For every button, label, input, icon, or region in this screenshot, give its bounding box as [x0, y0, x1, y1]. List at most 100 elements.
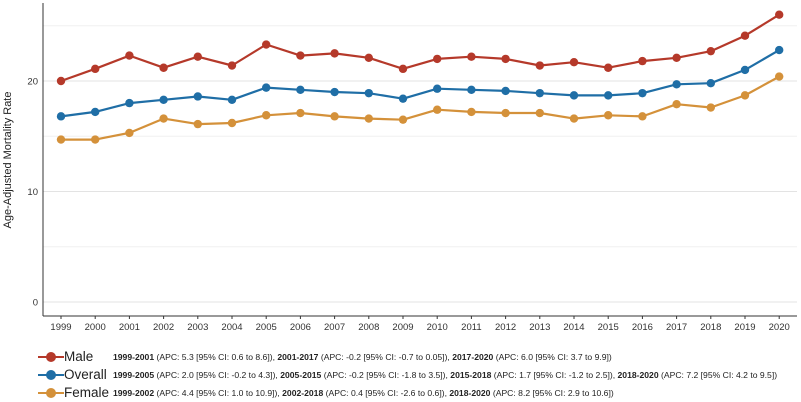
- y-tick-label: 20: [27, 77, 38, 88]
- female-data-point: [569, 114, 579, 123]
- legend-apc-female: 1999-2002 (APC: 4.4 [95% CI: 1.0 to 10.9…: [113, 388, 614, 398]
- x-tick-label: 2012: [495, 322, 516, 333]
- apc-period: 2018-2020: [617, 370, 659, 380]
- y-tick-label: 0: [33, 298, 38, 309]
- female-data-point: [467, 107, 476, 117]
- overall-data-point: [569, 91, 579, 100]
- male-data-point: [569, 58, 579, 67]
- overall-data-point: [501, 86, 510, 96]
- overall-data-point: [398, 94, 408, 103]
- apc-segment: 2015-2018 (APC: 1.7 [95% CI: -1.2 to 2.5…: [450, 370, 615, 380]
- y-tick-label: 10: [27, 187, 38, 198]
- x-tick-label: 2016: [632, 322, 653, 333]
- x-tick-label: 2020: [769, 322, 790, 333]
- male-data-point: [535, 61, 544, 70]
- overall-data-point: [535, 88, 544, 98]
- x-tick-label: 2017: [666, 322, 687, 333]
- x-tick-label: 2013: [529, 322, 550, 333]
- x-tick-label: 2005: [256, 322, 277, 333]
- female-data-point: [672, 100, 681, 109]
- apc-detail: (APC: 7.2 [95% CI: 4.2 to 9.5]): [661, 370, 778, 380]
- apc-period: 2015-2018: [450, 370, 492, 380]
- apc-detail: (APC: 5.3 [95% CI: 0.6 to 8.6]),: [156, 352, 275, 362]
- female-data-point: [740, 91, 750, 100]
- apc-detail: (APC: 8.2 [95% CI: 2.9 to 10.6]): [492, 388, 614, 398]
- apc-segment: 1999-2001 (APC: 5.3 [95% CI: 0.6 to 8.6]…: [113, 352, 275, 362]
- y-axis-title: Age-Adjusted Mortality Rate: [2, 92, 14, 229]
- apc-detail: (APC: 2.0 [95% CI: -0.2 to 4.3]),: [156, 370, 278, 380]
- overall-data-point: [159, 95, 168, 104]
- overall-data-point: [330, 87, 339, 97]
- male-data-point: [56, 76, 66, 86]
- male-data-point: [433, 54, 442, 64]
- male-data-point: [159, 63, 168, 72]
- female-data-point: [638, 112, 647, 121]
- legend-label-female: Female: [64, 385, 110, 400]
- male-data-point: [775, 10, 784, 19]
- series-male: [56, 10, 784, 86]
- x-tick-label: 2002: [153, 322, 174, 333]
- legend-label-overall: Overall: [64, 367, 107, 382]
- overall-data-point: [193, 92, 202, 101]
- apc-period: 2005-2015: [280, 370, 322, 380]
- x-tick-label: 2018: [700, 322, 721, 333]
- female-data-point: [193, 119, 202, 129]
- legend: Male 1999-2001 (APC: 5.3 [95% CI: 0.6 to…: [36, 348, 801, 402]
- female-legend-dot: [46, 388, 56, 398]
- apc-segment: 2005-2015 (APC: -0.2 [95% CI: -1.8 to 3.…: [280, 370, 448, 380]
- female-data-point: [227, 118, 237, 128]
- male-data-point: [706, 46, 715, 56]
- male-data-point: [467, 52, 476, 61]
- overall-data-point: [775, 45, 784, 55]
- female-data-point: [706, 103, 715, 112]
- overall-data-point: [296, 85, 305, 95]
- apc-detail: (APC: -0.2 [95% CI: -1.8 to 3.5]),: [323, 370, 448, 380]
- series-female: [56, 72, 784, 144]
- female-legend-key-icon: [36, 387, 66, 399]
- apc-segment: 2017-2020 (APC: 6.0 [95% CI: 3.7 to 9.9]…: [452, 352, 612, 362]
- apc-period: 1999-2001: [113, 352, 155, 362]
- legend-label-male: Male: [64, 349, 94, 364]
- female-data-point: [604, 111, 613, 120]
- female-data-point: [330, 112, 339, 121]
- apc-period: 2002-2018: [282, 388, 324, 398]
- overall-data-point: [467, 85, 476, 95]
- apc-detail: (APC: 1.7 [95% CI: -1.2 to 2.5]),: [493, 370, 616, 380]
- x-tick-label: 2001: [119, 322, 140, 333]
- legend-apc-male: 1999-2001 (APC: 5.3 [95% CI: 0.6 to 8.6]…: [113, 352, 612, 362]
- male-data-point: [296, 51, 305, 60]
- overall-data-point: [604, 91, 613, 100]
- line-chart: 0 10 20 1999 2000 2001 2002 2003 2004 2005 2006 20…: [2, 3, 797, 333]
- x-tick-label: 2011: [461, 322, 481, 333]
- female-data-point: [159, 114, 168, 123]
- apc-segment: 2018-2020 (APC: 7.2 [95% CI: 4.2 to 9.5]…: [618, 370, 778, 380]
- apc-period: 2001-2017: [277, 352, 319, 362]
- axes: [42, 3, 797, 317]
- male-series-line: [60, 13, 780, 83]
- apc-segment: 2002-2018 (APC: 0.4 [95% CI: -2.6 to 0.6…: [282, 388, 447, 398]
- male-data-point: [638, 56, 647, 66]
- x-tick-label: 2009: [392, 322, 413, 333]
- female-data-point: [535, 108, 544, 118]
- grid-lines: [43, 25, 797, 303]
- male-legend-key-icon: [36, 351, 66, 363]
- y-tick-labels: 0 10 20: [27, 77, 38, 309]
- x-tick-labels: 1999 2000 2001 2002 2003 2004 2005 2006 2007 2008…: [50, 316, 790, 333]
- overall-data-point: [740, 65, 750, 75]
- male-data-point: [262, 40, 271, 49]
- overall-data-point: [91, 107, 100, 117]
- apc-detail: (APC: 4.4 [95% CI: 1.0 to 10.9]),: [156, 388, 280, 398]
- overall-legend-key-icon: [36, 369, 66, 381]
- x-tick-label: 2008: [358, 322, 379, 333]
- apc-period: 1999-2002: [113, 388, 155, 398]
- male-data-point: [125, 51, 134, 60]
- apc-segment: 1999-2002 (APC: 4.4 [95% CI: 1.0 to 10.9…: [113, 388, 280, 398]
- overall-series-line: [60, 49, 780, 118]
- x-tick-label: 2010: [427, 322, 448, 333]
- overall-data-point: [433, 84, 442, 93]
- apc-detail: (APC: 0.4 [95% CI: -2.6 to 0.6]),: [325, 388, 447, 398]
- apc-segment: 2001-2017 (APC: -0.2 [95% CI: -0.7 to 0.…: [277, 352, 449, 362]
- female-data-point: [262, 111, 271, 120]
- male-data-point: [227, 61, 237, 70]
- female-data-point: [91, 135, 100, 144]
